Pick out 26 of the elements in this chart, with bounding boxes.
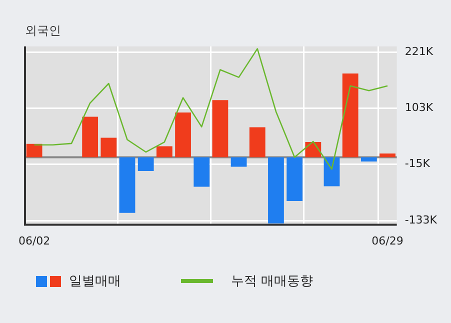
x-tick-label: 06/02 [18,234,50,248]
chart-title: 외국인 [25,23,61,38]
bar [286,157,303,202]
y-tick-label: 103K [404,101,434,114]
bar [194,157,210,187]
bar [380,153,396,158]
bar [360,157,377,162]
bar [230,157,247,167]
legend-label: 일별매매 [69,273,121,290]
bar [156,146,172,158]
bar [249,127,266,158]
bar [138,157,154,172]
bar [342,74,358,158]
legend-label: 누적 매매동향 [231,273,314,290]
bar [119,157,136,213]
bar [82,116,98,158]
y-tick-label: 221K [404,44,434,58]
y-tick-label: -133K [404,213,438,226]
bar [268,157,284,224]
bar [324,157,340,186]
bar [212,100,228,158]
bar [26,144,42,158]
bar [175,112,191,158]
bar [100,138,117,158]
y-tick-label: -15K [404,157,431,170]
x-tick-label: 06/29 [372,234,404,248]
